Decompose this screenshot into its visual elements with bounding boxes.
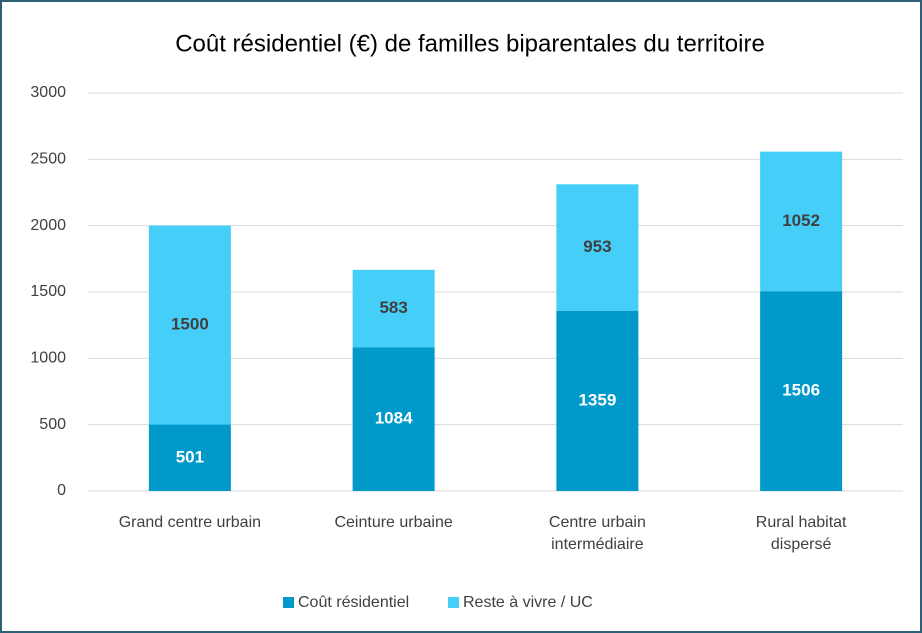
bar-segment: [352, 347, 435, 491]
y-tick-label: 500: [39, 416, 66, 433]
data-label: 501: [176, 447, 204, 466]
data-label: 1084: [375, 409, 413, 428]
x-tick-label: Rural habitat dispersé: [755, 514, 847, 553]
data-label: 1359: [578, 390, 616, 409]
legend-label: Reste à vivre / UC: [463, 594, 593, 611]
x-tick-label: Centre urbain intermédiaire: [548, 514, 646, 553]
x-tick-label: Grand centre urbain: [118, 514, 262, 531]
y-tick-label: 2000: [30, 217, 66, 234]
legend-swatch: [283, 597, 294, 608]
y-tick-label: 3000: [30, 84, 66, 101]
y-tick-label: 1000: [30, 350, 66, 367]
bar-segment: [556, 184, 639, 311]
data-label: 1052: [782, 211, 820, 230]
data-label: 953: [583, 237, 611, 256]
y-tick-label: 1500: [30, 283, 66, 300]
y-tick-label: 2500: [30, 151, 66, 168]
legend-swatch: [448, 597, 459, 608]
bar-segment: [556, 310, 639, 491]
bar-segment: [760, 151, 843, 292]
legend-label: Coût résidentiel: [298, 594, 409, 611]
data-label: 1500: [171, 315, 209, 334]
data-label: 583: [379, 298, 407, 317]
x-tick-label: Ceinture urbaine: [334, 514, 453, 531]
chart-title: Coût résidentiel (€) de familles biparen…: [175, 30, 765, 57]
data-label: 1506: [782, 381, 820, 400]
bar-segment: [760, 291, 843, 491]
bar-segment: [148, 225, 231, 425]
bar-segment: [148, 424, 231, 491]
bar-segment: [352, 269, 435, 348]
y-tick-label: 0: [57, 482, 66, 499]
